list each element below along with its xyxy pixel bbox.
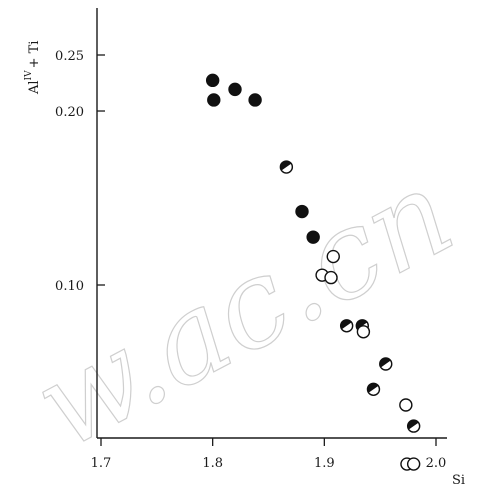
y-tick-label: 0.10 — [55, 279, 84, 294]
data-point-half-filled — [379, 357, 393, 371]
data-point-filled — [306, 230, 320, 244]
data-point-filled — [207, 93, 221, 107]
x-tick-label: 1.7 — [91, 456, 112, 471]
data-point-half-filled — [366, 382, 381, 396]
y-axis-label: AlIV+ Ti — [24, 41, 42, 95]
y-tick-label: 0.20 — [55, 105, 84, 120]
data-point-open — [326, 249, 340, 264]
data-point-filled — [228, 82, 242, 97]
data-point-half-filled — [406, 419, 421, 433]
data-point-open — [399, 398, 413, 412]
x-tick-label: 1.8 — [202, 456, 223, 471]
y-axis-label-superscript: IV — [24, 70, 34, 81]
data-point-filled — [295, 204, 309, 219]
y-axis-label-rest: + Ti — [27, 41, 42, 69]
data-point-half-filled — [279, 160, 294, 174]
x-axis-label: Si — [452, 473, 465, 487]
tick-labels: 1.7 1.8 1.9 2.0 0.10 0.20 0.25 — [55, 49, 446, 471]
data-point-half-filled — [339, 319, 354, 333]
axes — [96, 8, 447, 439]
data-point-open — [356, 325, 371, 339]
x-tick-label: 1.9 — [314, 456, 335, 471]
x-tick-label: 2.0 — [426, 456, 447, 471]
ticks — [97, 54, 437, 446]
data-point-open — [324, 270, 338, 285]
data-point-open — [406, 457, 421, 471]
svg-text:AlIV+ Ti: AlIV+ Ti — [24, 41, 42, 95]
data-points — [205, 73, 421, 471]
data-point-filled — [248, 93, 262, 107]
watermark: w.ac.cn — [13, 144, 474, 477]
y-axis-label-base: Al — [27, 80, 42, 95]
y-tick-label: 0.25 — [55, 49, 84, 64]
data-point-filled — [205, 73, 220, 88]
